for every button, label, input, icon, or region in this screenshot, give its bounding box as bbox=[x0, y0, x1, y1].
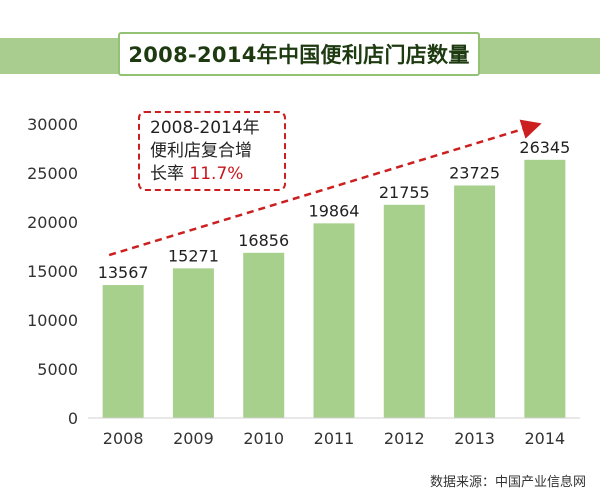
data-label: 13567 bbox=[98, 263, 149, 282]
y-tick-label: 0 bbox=[68, 409, 78, 428]
annotation-line1: 2008-2014年 bbox=[150, 118, 260, 138]
annotation-line2: 便利店复合增 bbox=[150, 141, 252, 161]
data-label: 19864 bbox=[309, 201, 360, 220]
y-tick-label: 15000 bbox=[27, 262, 78, 281]
x-tick-label: 2013 bbox=[454, 429, 495, 448]
x-tick-label: 2010 bbox=[243, 429, 284, 448]
y-tick-label: 5000 bbox=[37, 360, 78, 379]
data-label: 15271 bbox=[168, 246, 219, 265]
x-tick-label: 2009 bbox=[173, 429, 214, 448]
data-label: 21755 bbox=[379, 183, 430, 202]
bar bbox=[454, 185, 496, 418]
bar bbox=[383, 204, 425, 418]
source-note: 数据来源：中国产业信息网 bbox=[429, 475, 586, 490]
y-tick-label: 30000 bbox=[27, 115, 78, 134]
x-tick-label: 2014 bbox=[524, 429, 565, 448]
y-tick-label: 20000 bbox=[27, 213, 78, 232]
bar bbox=[102, 285, 144, 418]
data-label: 16856 bbox=[238, 231, 289, 250]
chart-title-box: 2008-2014年中国便利店门店数量 bbox=[118, 32, 480, 76]
data-label: 26345 bbox=[519, 138, 570, 157]
bar bbox=[313, 223, 355, 418]
x-tick-label: 2008 bbox=[103, 429, 144, 448]
bar bbox=[172, 268, 214, 418]
growth-rate: 11.7% bbox=[189, 164, 244, 184]
x-tick-label: 2012 bbox=[384, 429, 425, 448]
x-tick-label: 2011 bbox=[314, 429, 355, 448]
annotation-line3: 长率 11.7% bbox=[150, 163, 276, 186]
annotation-line3-prefix: 长率 bbox=[150, 164, 190, 184]
y-tick-label: 10000 bbox=[27, 311, 78, 330]
data-label: 23725 bbox=[449, 163, 500, 182]
growth-annotation-box: 2008-2014年 便利店复合增 长率 11.7% bbox=[138, 111, 286, 191]
bar bbox=[243, 252, 285, 418]
trend-arrow bbox=[108, 119, 542, 257]
bar bbox=[524, 159, 566, 418]
chart-title: 2008-2014年中国便利店门店数量 bbox=[128, 43, 470, 67]
y-tick-label: 25000 bbox=[27, 164, 78, 183]
